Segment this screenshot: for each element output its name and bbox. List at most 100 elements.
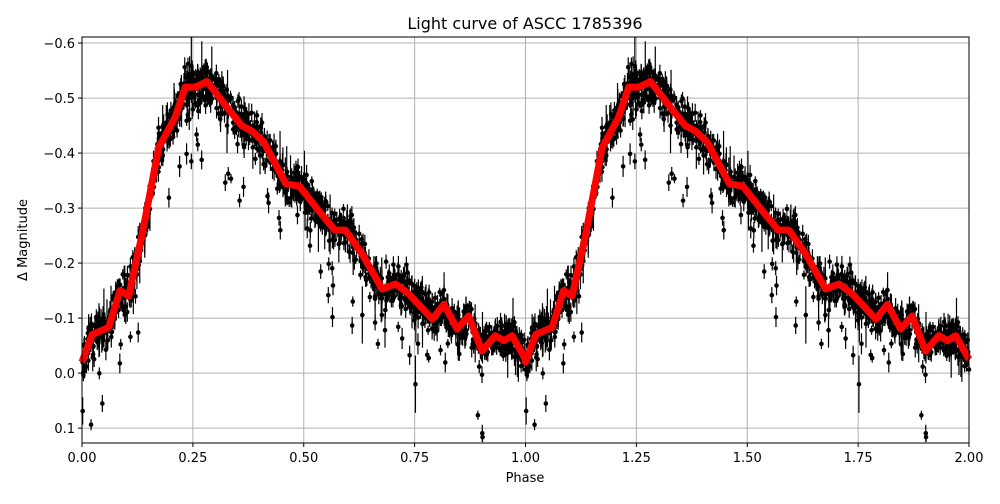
data-point — [843, 336, 848, 341]
data-point — [177, 164, 182, 169]
data-point — [634, 107, 639, 112]
data-point — [572, 335, 577, 340]
data-point — [827, 308, 832, 313]
data-point — [618, 128, 623, 133]
data-point — [811, 295, 816, 300]
data-point — [647, 103, 652, 108]
data-point — [493, 326, 498, 331]
data-point — [764, 225, 769, 230]
data-point — [953, 326, 958, 331]
data-point — [782, 215, 787, 220]
data-point — [348, 218, 353, 223]
data-point — [229, 176, 234, 181]
data-point — [773, 266, 778, 271]
data-point — [265, 158, 270, 163]
data-point — [400, 336, 405, 341]
data-point — [318, 269, 323, 274]
data-point — [225, 123, 230, 128]
data-point — [672, 176, 677, 181]
data-point — [353, 257, 358, 262]
data-point — [562, 342, 567, 347]
data-point — [175, 128, 180, 133]
data-point — [288, 175, 293, 180]
data-point — [187, 117, 192, 122]
data-point — [566, 312, 571, 317]
data-point — [630, 117, 635, 122]
data-point — [628, 152, 633, 157]
data-point — [244, 110, 249, 115]
data-point — [223, 180, 228, 185]
data-point — [191, 107, 196, 112]
data-point — [937, 326, 942, 331]
data-point — [793, 323, 798, 328]
data-point — [633, 159, 638, 164]
data-point — [213, 76, 218, 81]
data-point — [826, 328, 831, 333]
data-point — [258, 153, 263, 158]
data-point — [708, 158, 713, 163]
data-point — [214, 106, 219, 111]
data-point — [118, 342, 123, 347]
data-point — [679, 142, 684, 147]
data-point — [541, 371, 546, 376]
data-point — [685, 185, 690, 190]
data-point — [638, 132, 643, 137]
data-point — [442, 297, 447, 302]
data-point — [753, 179, 758, 184]
data-point — [189, 159, 194, 164]
data-point — [199, 158, 204, 163]
data-point — [480, 431, 485, 436]
data-point — [277, 216, 282, 221]
data-point — [819, 342, 824, 347]
data-point — [338, 215, 343, 220]
data-point — [668, 123, 673, 128]
data-point — [384, 259, 389, 264]
data-point — [184, 152, 189, 157]
data-point — [816, 294, 821, 299]
data-point — [923, 431, 928, 436]
data-point — [685, 145, 690, 150]
data-point — [661, 117, 666, 122]
data-point — [534, 355, 539, 360]
data-point — [610, 195, 615, 200]
data-point — [769, 204, 774, 209]
data-point — [770, 262, 775, 267]
data-point — [856, 314, 861, 319]
data-point — [774, 315, 779, 320]
data-point — [512, 320, 517, 325]
data-point — [846, 272, 851, 277]
data-point — [770, 293, 775, 298]
data-point — [885, 297, 890, 302]
data-point — [639, 142, 644, 147]
data-point — [391, 295, 396, 300]
data-point — [687, 110, 692, 115]
data-point — [225, 87, 230, 92]
data-point — [476, 413, 481, 418]
data-point — [681, 198, 686, 203]
data-point — [942, 320, 947, 325]
data-point — [857, 382, 862, 387]
data-point — [432, 329, 437, 334]
data-point — [229, 96, 234, 101]
data-point — [203, 103, 208, 108]
data-point — [870, 356, 875, 361]
data-point — [762, 269, 767, 274]
data-point — [391, 262, 396, 267]
data-point — [194, 132, 199, 137]
data-point — [480, 372, 485, 377]
data-point — [156, 125, 161, 130]
data-point — [357, 231, 362, 236]
data-point — [350, 323, 355, 328]
data-point — [907, 335, 912, 340]
data-point — [889, 341, 894, 346]
data-point — [255, 146, 260, 151]
data-point — [407, 353, 412, 358]
data-point — [326, 293, 331, 298]
data-point — [446, 341, 451, 346]
data-point — [639, 70, 644, 75]
data-point — [195, 70, 200, 75]
data-point — [373, 294, 378, 299]
data-point — [218, 117, 223, 122]
data-point — [383, 308, 388, 313]
data-point — [600, 125, 605, 130]
